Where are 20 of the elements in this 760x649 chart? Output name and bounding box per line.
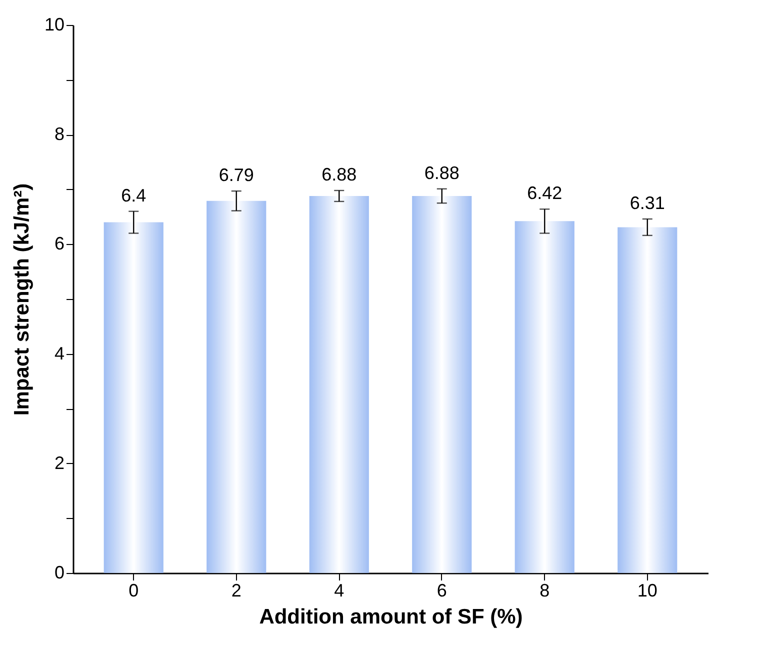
x-tick-label: 4 bbox=[334, 580, 344, 600]
y-axis-title: Impact strength (kJ/m²) bbox=[10, 183, 34, 416]
x-tick-label: 2 bbox=[231, 580, 242, 600]
x-tick-label: 8 bbox=[540, 580, 550, 600]
y-tick-label: 6 bbox=[54, 234, 64, 254]
x-tick-label: 0 bbox=[128, 580, 139, 600]
x-tick-label: 10 bbox=[637, 580, 658, 600]
y-tick-label: 8 bbox=[54, 124, 64, 144]
y-tick-label: 4 bbox=[54, 343, 64, 364]
data-label: 6.79 bbox=[218, 165, 254, 186]
y-tick-label: 2 bbox=[54, 452, 64, 473]
y-tick-label: 0 bbox=[54, 562, 64, 582]
x-axis-title: Addition amount of SF (%) bbox=[259, 606, 523, 628]
data-label: 6.88 bbox=[322, 164, 357, 184]
x-tick-label: 6 bbox=[436, 580, 447, 600]
data-label: 6.4 bbox=[121, 185, 146, 206]
y-tick-label: 10 bbox=[44, 14, 64, 34]
data-label: 6.42 bbox=[527, 183, 562, 204]
data-label: 6.88 bbox=[424, 162, 460, 183]
data-label: 6.31 bbox=[630, 192, 665, 213]
